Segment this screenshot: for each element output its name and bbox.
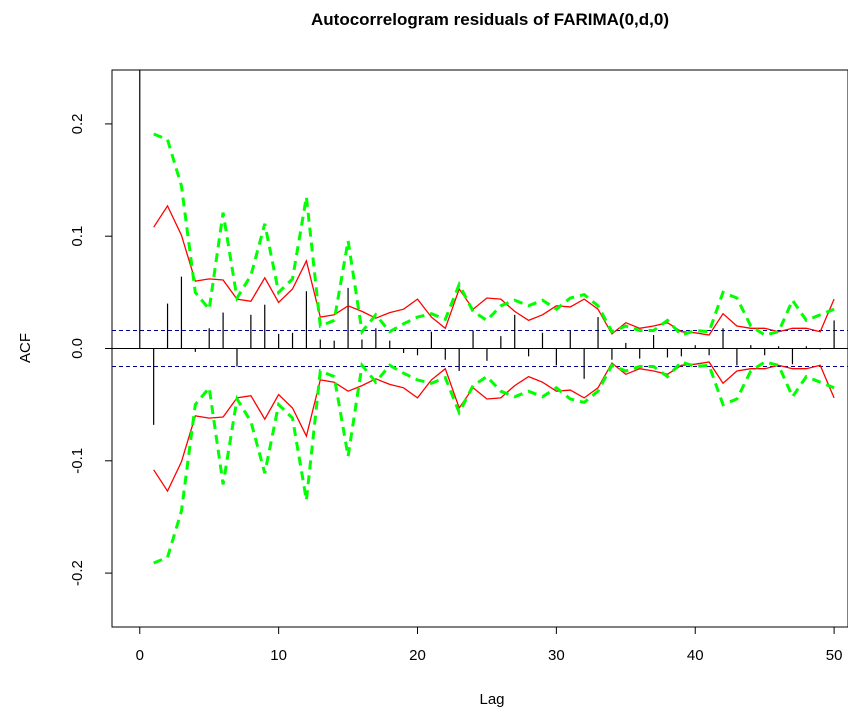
x-tick-label: 40	[687, 647, 704, 664]
green-bound-line	[153, 132, 835, 337]
y-tick-label: 0.0	[69, 338, 86, 359]
y-tick-label: -0.2	[69, 560, 86, 586]
y-axis-label: ACF	[17, 333, 34, 363]
x-axis-label: Lag	[479, 691, 504, 708]
plot-area	[112, 70, 848, 565]
y-axis: -0.2 -0.1 0.0 0.1 0.2	[69, 113, 112, 586]
red-bound-line	[153, 204, 835, 336]
y-tick-label: 0.2	[69, 113, 86, 134]
red-bound-line	[153, 361, 835, 493]
x-tick-label: 50	[826, 647, 843, 664]
x-tick-label: 20	[409, 647, 426, 664]
chart-title: Autocorrelogram residuals of FARIMA(0,d,…	[311, 10, 669, 29]
green-bound-line	[153, 360, 835, 565]
x-tick-label: 30	[548, 647, 565, 664]
y-tick-label: -0.1	[69, 448, 86, 474]
x-tick-label: 0	[136, 647, 144, 664]
x-axis: 0 10 20 30 40 50	[136, 627, 843, 664]
y-tick-label: 0.1	[69, 226, 86, 247]
x-tick-label: 10	[270, 647, 287, 664]
